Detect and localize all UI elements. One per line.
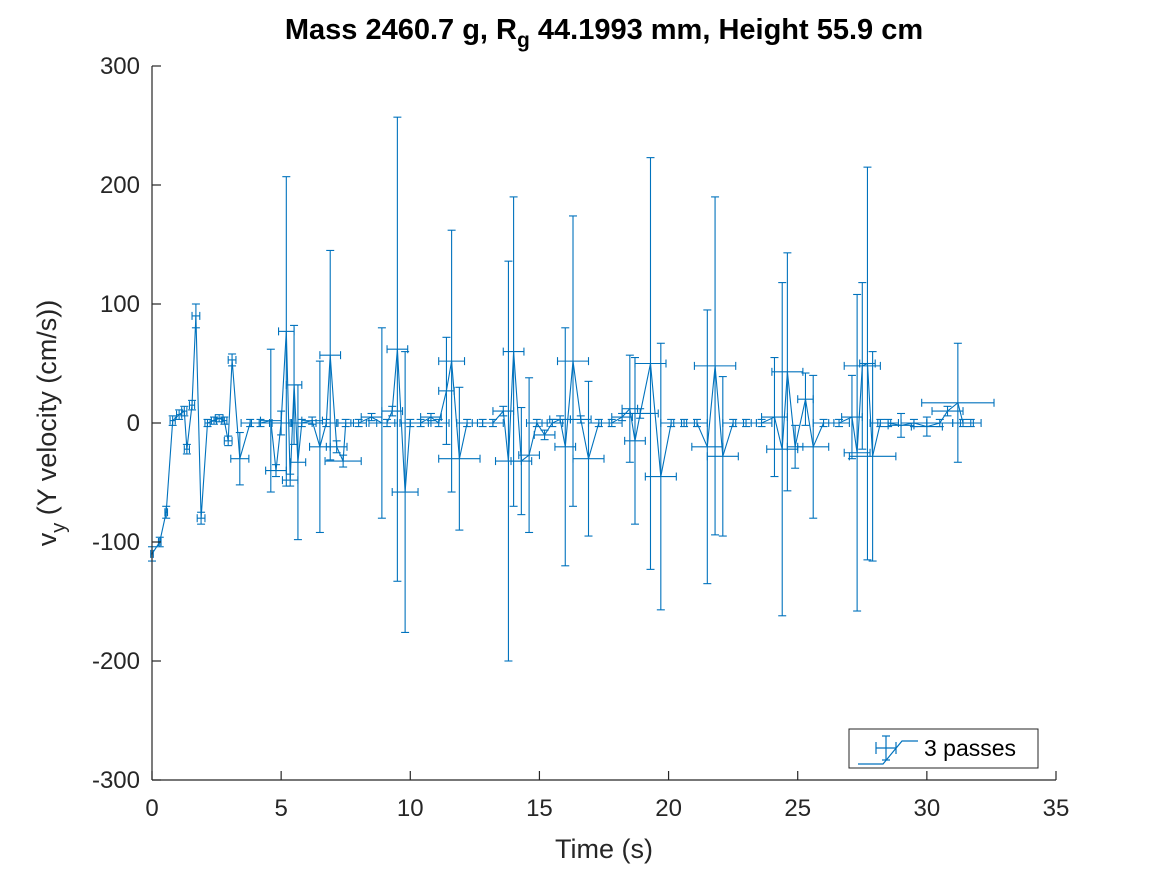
data-point-errorbar bbox=[168, 415, 177, 426]
chart-title: Mass 2460.7 g, Rg 44.1993 mm, Height 55.… bbox=[285, 14, 923, 52]
chart-title-part1: Mass 2460.7 g, R bbox=[285, 14, 517, 46]
data-point-errorbar bbox=[921, 342, 995, 463]
data-point-errorbar bbox=[319, 249, 342, 461]
y-tick-label: 0 bbox=[127, 410, 140, 437]
data-point-errorbar bbox=[510, 406, 533, 516]
data-point-errorbar bbox=[621, 354, 639, 463]
data-point-errorbar bbox=[391, 351, 419, 633]
data-point-errorbar bbox=[750, 418, 773, 428]
data-point-errorbar bbox=[182, 443, 191, 455]
data-point-errorbar bbox=[572, 380, 605, 537]
y-axis-label: vy (Y velocity (cm/s)) bbox=[32, 300, 70, 547]
data-point-errorbar bbox=[797, 374, 830, 519]
data-point-errorbar bbox=[843, 282, 881, 450]
axis-ticks: 0 5 10 15 20 25 30 35 -300 -200 -100 0 100 200 300 bbox=[92, 53, 1069, 822]
data-point-errorbar bbox=[180, 405, 189, 417]
data-point-errorbar bbox=[706, 376, 739, 537]
y-axis-label-main: v bbox=[32, 532, 62, 546]
data-point-errorbar bbox=[427, 418, 450, 428]
data-point-errorbar bbox=[766, 282, 799, 617]
data-point-errorbar bbox=[438, 386, 481, 531]
data-point-errorbar bbox=[271, 410, 291, 436]
series-layer bbox=[148, 116, 995, 662]
data-point-errorbar bbox=[624, 356, 646, 525]
y-axis-label-subscript: y bbox=[48, 523, 70, 533]
data-point-errorbar bbox=[381, 405, 404, 417]
data-point-errorbar bbox=[621, 408, 659, 419]
y-tick-label: -100 bbox=[92, 529, 140, 556]
data-point-errorbar bbox=[482, 418, 504, 428]
data-point-errorbar bbox=[843, 293, 871, 612]
data-point-errorbar bbox=[281, 473, 299, 487]
data-point-errorbar bbox=[797, 372, 814, 426]
data-point-errorbar bbox=[289, 384, 307, 541]
legend: 3 passes bbox=[848, 728, 1039, 769]
series-line bbox=[151, 315, 971, 555]
data-point-errorbar bbox=[438, 336, 455, 445]
y-tick-label: 200 bbox=[100, 172, 140, 199]
data-point-errorbar bbox=[673, 418, 695, 428]
x-tick-label: 0 bbox=[145, 795, 158, 822]
data-point-errorbar bbox=[841, 374, 863, 460]
chart-title-part2: 44.1993 mm, Height 55.9 cm bbox=[530, 14, 923, 46]
data-point-errorbar bbox=[634, 157, 667, 570]
data-point-errorbar bbox=[686, 418, 708, 428]
data-point-errorbar bbox=[230, 431, 250, 486]
data-point-errorbar bbox=[220, 416, 229, 425]
data-point-errorbar bbox=[324, 454, 362, 468]
data-point-errorbar bbox=[644, 342, 677, 611]
data-point-errorbar bbox=[761, 356, 788, 478]
x-tick-label: 30 bbox=[914, 795, 941, 822]
data-point-errorbar bbox=[315, 418, 338, 428]
data-point-errorbar bbox=[848, 351, 897, 562]
x-tick-label: 20 bbox=[655, 795, 682, 822]
data-point-errorbar bbox=[549, 415, 571, 424]
data-point-errorbar bbox=[196, 511, 206, 525]
data-point-errorbar bbox=[223, 435, 233, 447]
x-axis-label: Time (s) bbox=[555, 834, 653, 864]
data-point-errorbar bbox=[325, 440, 348, 454]
data-point-errorbar bbox=[265, 464, 287, 478]
data-point-errorbar bbox=[931, 405, 964, 417]
data-point-errorbar bbox=[771, 252, 804, 492]
chart-title-subscript: g bbox=[517, 29, 530, 52]
x-tick-label: 25 bbox=[784, 795, 811, 822]
legend-symbol bbox=[858, 735, 918, 765]
y-tick-label: -200 bbox=[92, 648, 140, 675]
data-point-errorbar bbox=[518, 377, 540, 534]
data-point-errorbar bbox=[386, 116, 409, 582]
x-tick-label: 15 bbox=[526, 795, 553, 822]
data-point-errorbar bbox=[227, 353, 237, 367]
x-tick-label: 35 bbox=[1043, 795, 1070, 822]
data-point-errorbar bbox=[569, 415, 592, 424]
y-axis-label-rest: (Y velocity (cm/s)) bbox=[32, 300, 62, 523]
data-point-errorbar bbox=[554, 327, 577, 567]
data-point-errorbar bbox=[959, 418, 982, 428]
data-point-errorbar bbox=[203, 418, 212, 428]
data-point-errorbar bbox=[691, 309, 724, 585]
legend-entry-label: 3 passes bbox=[924, 735, 1016, 761]
data-point-errorbar bbox=[438, 229, 466, 493]
y-tick-label: 100 bbox=[100, 291, 140, 318]
y-tick-label: -300 bbox=[92, 767, 140, 794]
y-tick-label: 300 bbox=[100, 53, 140, 80]
data-point-errorbar bbox=[502, 196, 525, 507]
data-point-errorbar bbox=[188, 399, 197, 411]
data-point-errorbar bbox=[533, 429, 556, 441]
data-point-errorbar bbox=[556, 215, 590, 507]
data-point-errorbar bbox=[456, 418, 478, 428]
data-point-errorbar bbox=[162, 505, 171, 519]
data-point-errorbar bbox=[693, 196, 737, 536]
x-tick-label: 10 bbox=[397, 795, 424, 822]
x-tick-label: 5 bbox=[274, 795, 287, 822]
data-point-errorbar bbox=[191, 303, 201, 329]
